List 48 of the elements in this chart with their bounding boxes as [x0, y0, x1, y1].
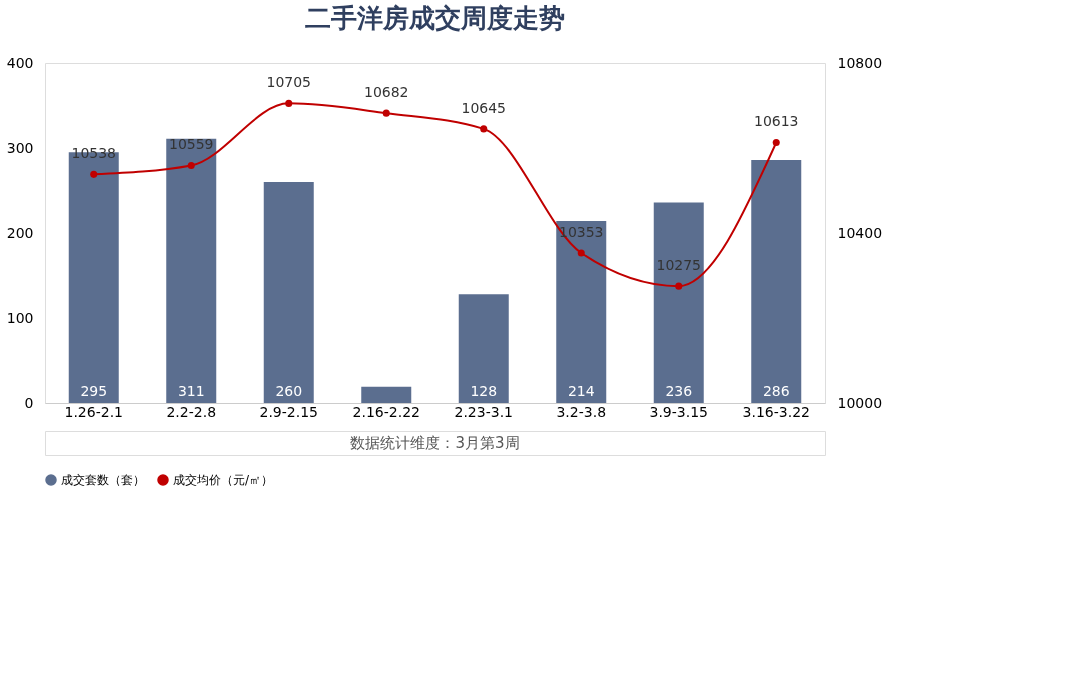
x-tick-label: 2.23-3.1	[454, 403, 513, 420]
data-label: 10613	[753, 113, 799, 130]
y-tick-label: 100	[6, 309, 34, 326]
y-tick-label: 400	[6, 54, 34, 71]
data-label: 286	[762, 383, 790, 399]
data-label: 128	[470, 383, 498, 399]
bar	[166, 138, 217, 403]
chart-title: 二手洋房成交周度走势	[305, 3, 565, 33]
data-label: 10559	[168, 136, 214, 153]
point	[382, 109, 390, 117]
y-tick-label: 0	[24, 394, 34, 411]
data-label: 311	[177, 383, 205, 399]
y2-tick-label: 10800	[837, 54, 883, 71]
bar	[653, 202, 704, 403]
point	[90, 170, 98, 178]
x-tick-label: 2.16-2.22	[352, 403, 420, 420]
y2-tick-label: 10400	[837, 224, 883, 241]
data-label: 10705	[266, 74, 312, 91]
data-label: 10275	[656, 257, 702, 274]
point	[480, 125, 488, 133]
data-label: 10645	[461, 99, 507, 116]
x-tick-label: 3.16-3.22	[742, 403, 810, 420]
point	[577, 249, 585, 257]
y2-tick-label: 10000	[837, 394, 883, 411]
data-label: 260	[275, 383, 303, 399]
x-tick-label: 3.2-3.8	[556, 403, 607, 420]
data-label: 236	[665, 383, 693, 399]
point	[675, 282, 683, 290]
point	[187, 161, 195, 169]
x-tick-label: 3.9-3.15	[649, 403, 708, 420]
legend-label: 成交套数（套）	[61, 473, 145, 487]
bar	[263, 182, 314, 403]
x-tick-label: 2.9-2.15	[259, 403, 318, 420]
data-label: 214	[567, 383, 595, 399]
bar	[458, 294, 509, 403]
x-tick-label: 1.26-2.1	[64, 403, 123, 420]
y-tick-label: 300	[6, 139, 34, 156]
y-tick-label: 200	[6, 224, 34, 241]
bar	[751, 159, 802, 403]
data-label: 295	[80, 383, 108, 399]
data-label: 10682	[363, 84, 409, 101]
legend-label: 成交均价（元/㎡）	[173, 473, 274, 487]
bar	[556, 221, 607, 403]
text: 数据统计维度：3月第3周	[350, 434, 520, 452]
x-tick-label: 2.2-2.8	[166, 403, 217, 420]
point	[285, 99, 293, 107]
bar	[361, 386, 412, 403]
point	[772, 138, 780, 146]
